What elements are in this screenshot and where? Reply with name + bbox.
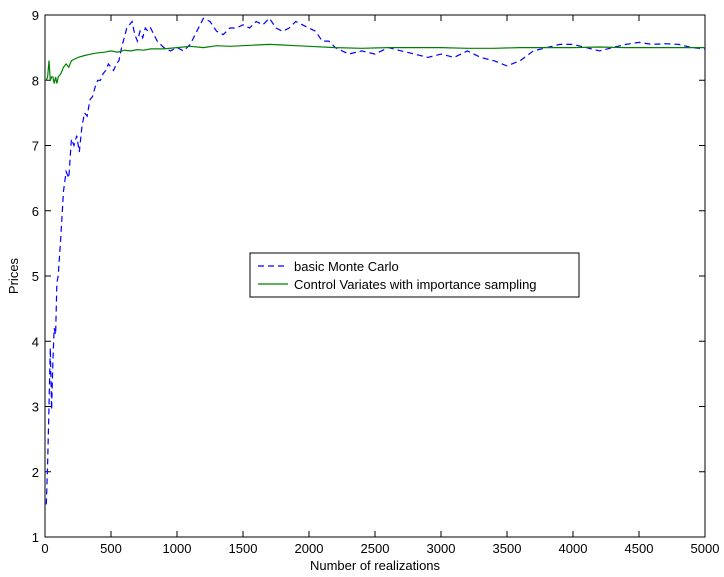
y-tick-label: 4: [32, 334, 39, 349]
x-tick-label: 3500: [493, 541, 522, 556]
x-tick-label: 2500: [361, 541, 390, 556]
y-tick-label: 8: [32, 73, 39, 88]
legend-label-control-variates: Control Variates with importance samplin…: [294, 277, 537, 292]
y-tick-label: 9: [32, 8, 39, 23]
x-tick-label: 5000: [691, 541, 720, 556]
x-tick-label: 3000: [427, 541, 456, 556]
x-tick-label: 1000: [163, 541, 192, 556]
x-tick-label: 4000: [559, 541, 588, 556]
y-tick-label: 1: [32, 530, 39, 545]
x-tick-label: 2000: [295, 541, 324, 556]
x-tick-label: 0: [41, 541, 48, 556]
legend-label-basic-monte-carlo: basic Monte Carlo: [294, 259, 399, 274]
y-tick-label: 7: [32, 139, 39, 154]
y-tick-label: 2: [32, 465, 39, 480]
x-tick-label: 500: [100, 541, 122, 556]
legend: basic Monte Carlo Control Variates with …: [250, 253, 579, 297]
y-tick-label: 6: [32, 204, 39, 219]
y-tick-label: 3: [32, 400, 39, 415]
x-tick-label: 1500: [229, 541, 258, 556]
x-tick-label: 4500: [625, 541, 654, 556]
y-axis-label: Prices: [6, 257, 21, 294]
x-axis-label: Number of realizations: [310, 558, 441, 573]
y-tick-label: 5: [32, 269, 39, 284]
